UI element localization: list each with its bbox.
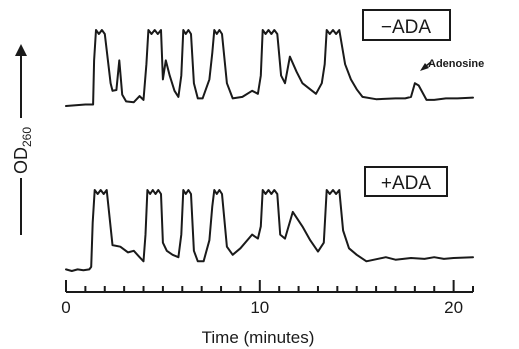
- x-tick-label: 0: [61, 298, 70, 317]
- y-label-text: OD260: [11, 127, 34, 174]
- y-label-arrowhead: [15, 44, 27, 56]
- x-tick-label: 10: [250, 298, 269, 317]
- x-axis-ticks: 0 10 20: [61, 280, 474, 317]
- series-label-minus-ada: −ADA: [381, 17, 431, 38]
- x-tick-label: 20: [444, 298, 463, 317]
- x-axis-title: Time (minutes): [202, 328, 315, 347]
- trace-minus-ada: [65, 29, 474, 107]
- legend-box-minus-ada: −ADA: [362, 9, 451, 41]
- y-axis-label: OD260: [11, 44, 34, 235]
- annotation-arrowhead: [420, 63, 429, 71]
- trace-plus-ada: [65, 189, 474, 272]
- adenosine-annotation: Adenosine: [420, 58, 484, 71]
- series-label-plus-ada: +ADA: [381, 173, 431, 194]
- legend-box-plus-ada: +ADA: [364, 166, 448, 197]
- adenosine-label: Adenosine: [428, 58, 484, 70]
